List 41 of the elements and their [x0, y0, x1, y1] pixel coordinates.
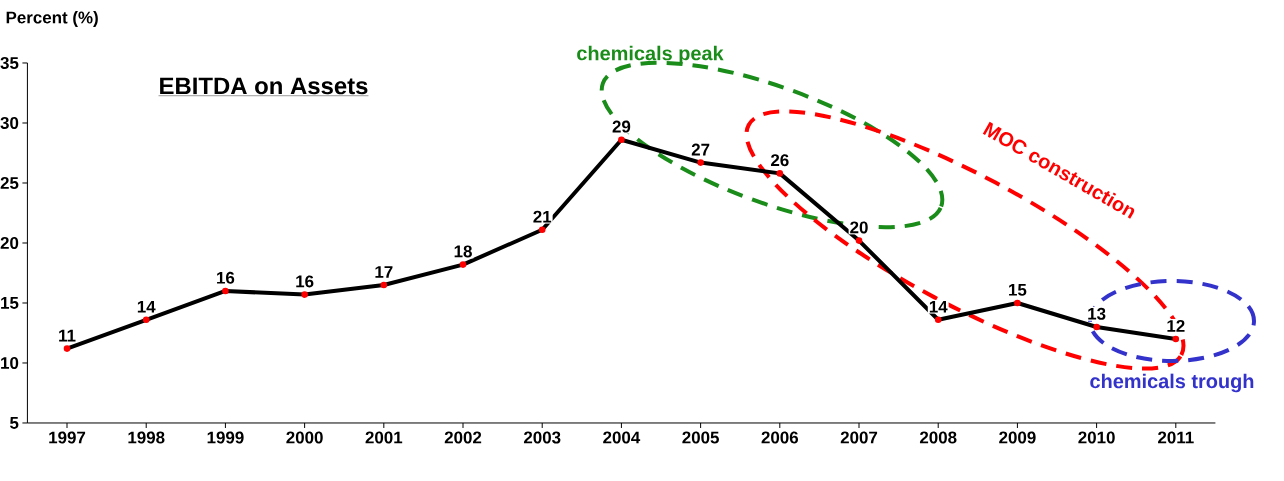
y-tick-label: 30	[0, 116, 19, 129]
y-tick-label: 10	[1, 356, 19, 369]
x-tick-label: 2004	[603, 431, 641, 444]
data-label: 21	[533, 210, 552, 223]
data-label: 14	[137, 300, 156, 313]
x-tick-label: 1999	[207, 431, 244, 444]
data-label: 29	[612, 120, 631, 133]
x-tick-label: 1998	[128, 431, 165, 444]
data-label: 26	[770, 154, 789, 167]
chart-title: EBITDA on Assets	[160, 77, 368, 95]
data-label: 12	[1167, 319, 1185, 332]
x-tick-label: 2005	[682, 431, 719, 444]
x-tick-label: 2010	[1078, 431, 1115, 444]
y-tick-label: 15	[1, 297, 19, 309]
data-label: 17	[375, 266, 393, 278]
annotation: chemicals trough	[1090, 373, 1254, 393]
annotation: chemicals peak	[577, 45, 724, 65]
data-label: 16	[217, 271, 235, 284]
data-label: 18	[454, 245, 472, 258]
y-tick-label: 5	[9, 417, 19, 429]
data-label: 15	[1009, 283, 1027, 296]
x-tick-label: 2003	[523, 431, 561, 444]
x-tick-label: 1997	[49, 431, 86, 444]
x-tick-label: 2008	[919, 431, 957, 444]
data-label: 16	[296, 275, 314, 288]
data-label: 13	[1088, 307, 1106, 320]
x-tick-label: 2011	[1158, 431, 1194, 444]
x-tick-label: 2000	[286, 431, 323, 444]
data-label: 27	[691, 143, 710, 156]
data-label: 14	[929, 300, 948, 313]
x-tick-label: 2002	[444, 431, 482, 444]
data-label: 11	[59, 329, 76, 342]
y-tick-label: 35	[0, 56, 19, 69]
x-tick-label: 2007	[840, 431, 878, 444]
y-tick-label: 25	[0, 176, 19, 189]
x-tick-label: 2001	[365, 431, 403, 444]
data-label: 20	[850, 221, 868, 234]
y-axis-title: Percent (%)	[6, 11, 98, 27]
x-tick-label: 2006	[761, 431, 799, 444]
x-tick-label: 2009	[999, 431, 1036, 444]
y-tick-label: 20	[0, 236, 19, 249]
